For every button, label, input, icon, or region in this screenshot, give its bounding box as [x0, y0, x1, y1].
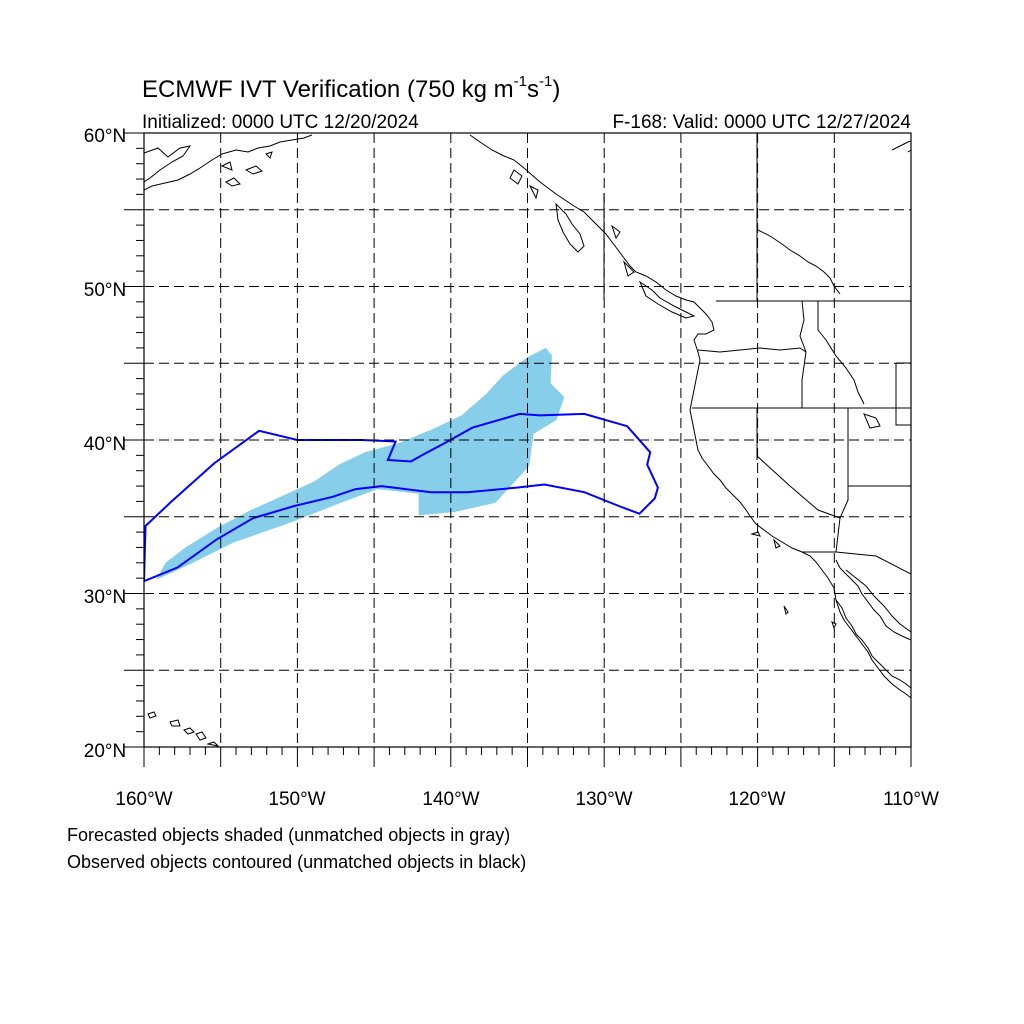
coastline-bc [469, 134, 713, 323]
border-canada-prov [756, 133, 865, 405]
title-block: ECMWF IVT Verification (750 kg m-1s-1) I… [142, 73, 911, 133]
coastline-hudson [891, 140, 911, 153]
lon-label-120w: 120°W [728, 789, 785, 810]
observed-object [144, 412, 659, 583]
lon-axis: 160°W 150°W 140°W 130°W 120°W 110°W [115, 789, 939, 810]
forecast-object [156, 347, 565, 580]
border-states [692, 300, 911, 575]
coastlines [144, 134, 911, 747]
lat-label-40: 40°N [84, 434, 126, 455]
coastline-hawaii [147, 711, 220, 747]
footer-observed-note: Observed objects contoured (unmatched ob… [67, 852, 527, 872]
figure-title: ECMWF IVT Verification (750 kg m-1s-1) [142, 73, 560, 103]
coastline-baja [835, 559, 911, 689]
lat-label-60: 60°N [84, 126, 126, 147]
initialized-label: Initialized: 0000 UTC 12/20/2024 [142, 112, 419, 133]
lake-inland [757, 229, 841, 295]
coastline-alaska-islands [220, 151, 273, 187]
graticule [144, 133, 911, 747]
coastline-alaska [144, 134, 313, 191]
lat-label-30: 30°N [84, 587, 126, 608]
lat-label-50: 50°N [84, 280, 126, 301]
lat-label-20: 20°N [84, 741, 126, 762]
lon-label-160w: 160°W [115, 789, 172, 810]
coastline-bc-islands [509, 169, 696, 319]
footer-forecast-note: Forecasted objects shaded (unmatched obj… [67, 825, 511, 845]
lat-axis: 60°N 50°N 40°N 30°N 20°N [84, 126, 126, 762]
lon-label-150w: 150°W [268, 789, 325, 810]
map-frame [124, 132, 912, 767]
coastline-mexico [845, 569, 911, 633]
coastline-islands-socal [750, 413, 881, 630]
lon-label-140w: 140°W [422, 789, 479, 810]
lon-label-110w: 110°W [883, 789, 939, 810]
valid-time-label: F-168: Valid: 0000 UTC 12/27/2024 [612, 112, 911, 133]
coastline-us-west [689, 321, 911, 699]
axis-ticks [124, 132, 912, 767]
lon-label-130w: 130°W [575, 789, 632, 810]
